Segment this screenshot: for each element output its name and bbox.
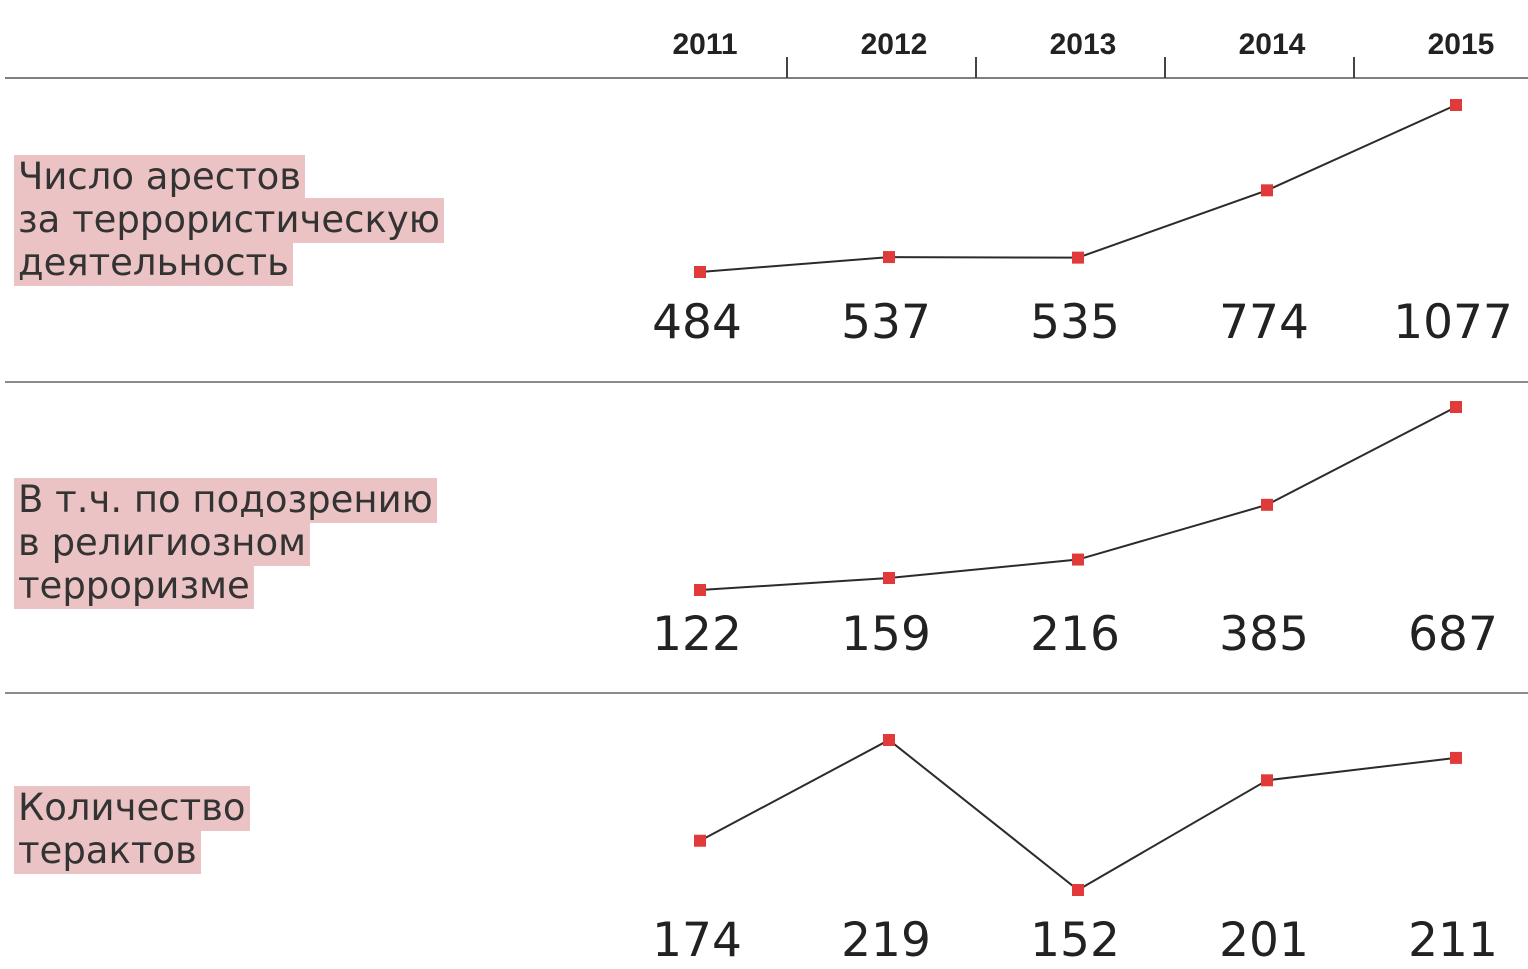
data-point (1450, 99, 1462, 111)
value-label: 537 (841, 295, 931, 350)
data-point (1261, 774, 1273, 787)
panel-label: Число арестов за террористическую деятел… (14, 155, 534, 286)
data-point (1072, 553, 1084, 566)
data-point (694, 834, 706, 847)
data-point (1450, 751, 1462, 764)
data-point (694, 584, 706, 596)
series-line (699, 738, 1457, 892)
value-label: 201 (1219, 913, 1309, 968)
data-point (1072, 884, 1084, 896)
value-label: 159 (841, 607, 931, 662)
data-point (883, 251, 895, 264)
value-label: 152 (1030, 913, 1120, 968)
year-label: 2014 (1239, 28, 1306, 61)
data-point (1261, 184, 1273, 197)
panel-label-text: Число арестов за террористическую деятел… (14, 155, 444, 286)
value-label: 385 (1219, 607, 1309, 662)
value-label: 774 (1219, 295, 1309, 350)
year-label: 2011 (672, 28, 737, 61)
value-label: 1077 (1393, 295, 1513, 350)
value-label: 174 (652, 913, 742, 968)
data-point (883, 572, 895, 585)
panel-label-text: Количество терактов (14, 786, 250, 874)
data-point (883, 734, 895, 746)
value-label: 484 (652, 295, 742, 350)
value-label: 216 (1030, 607, 1120, 662)
value-label: 122 (652, 607, 742, 662)
data-point (1072, 251, 1084, 264)
value-label: 219 (841, 913, 931, 968)
panel-label: Количество терактов (14, 786, 534, 874)
data-point (1261, 498, 1273, 511)
year-label: 2012 (861, 28, 928, 61)
value-label: 535 (1030, 295, 1120, 350)
panel-label: В т.ч. по подозрению в религиозном терро… (14, 478, 534, 609)
data-point (694, 266, 706, 278)
panel-label-text: В т.ч. по подозрению в религиозном терро… (14, 478, 437, 609)
data-point (1450, 401, 1462, 413)
series-line (699, 104, 1457, 273)
value-label: 211 (1408, 913, 1498, 968)
year-label: 2013 (1050, 28, 1117, 61)
value-label: 687 (1408, 607, 1498, 662)
year-label: 2015 (1428, 28, 1495, 61)
